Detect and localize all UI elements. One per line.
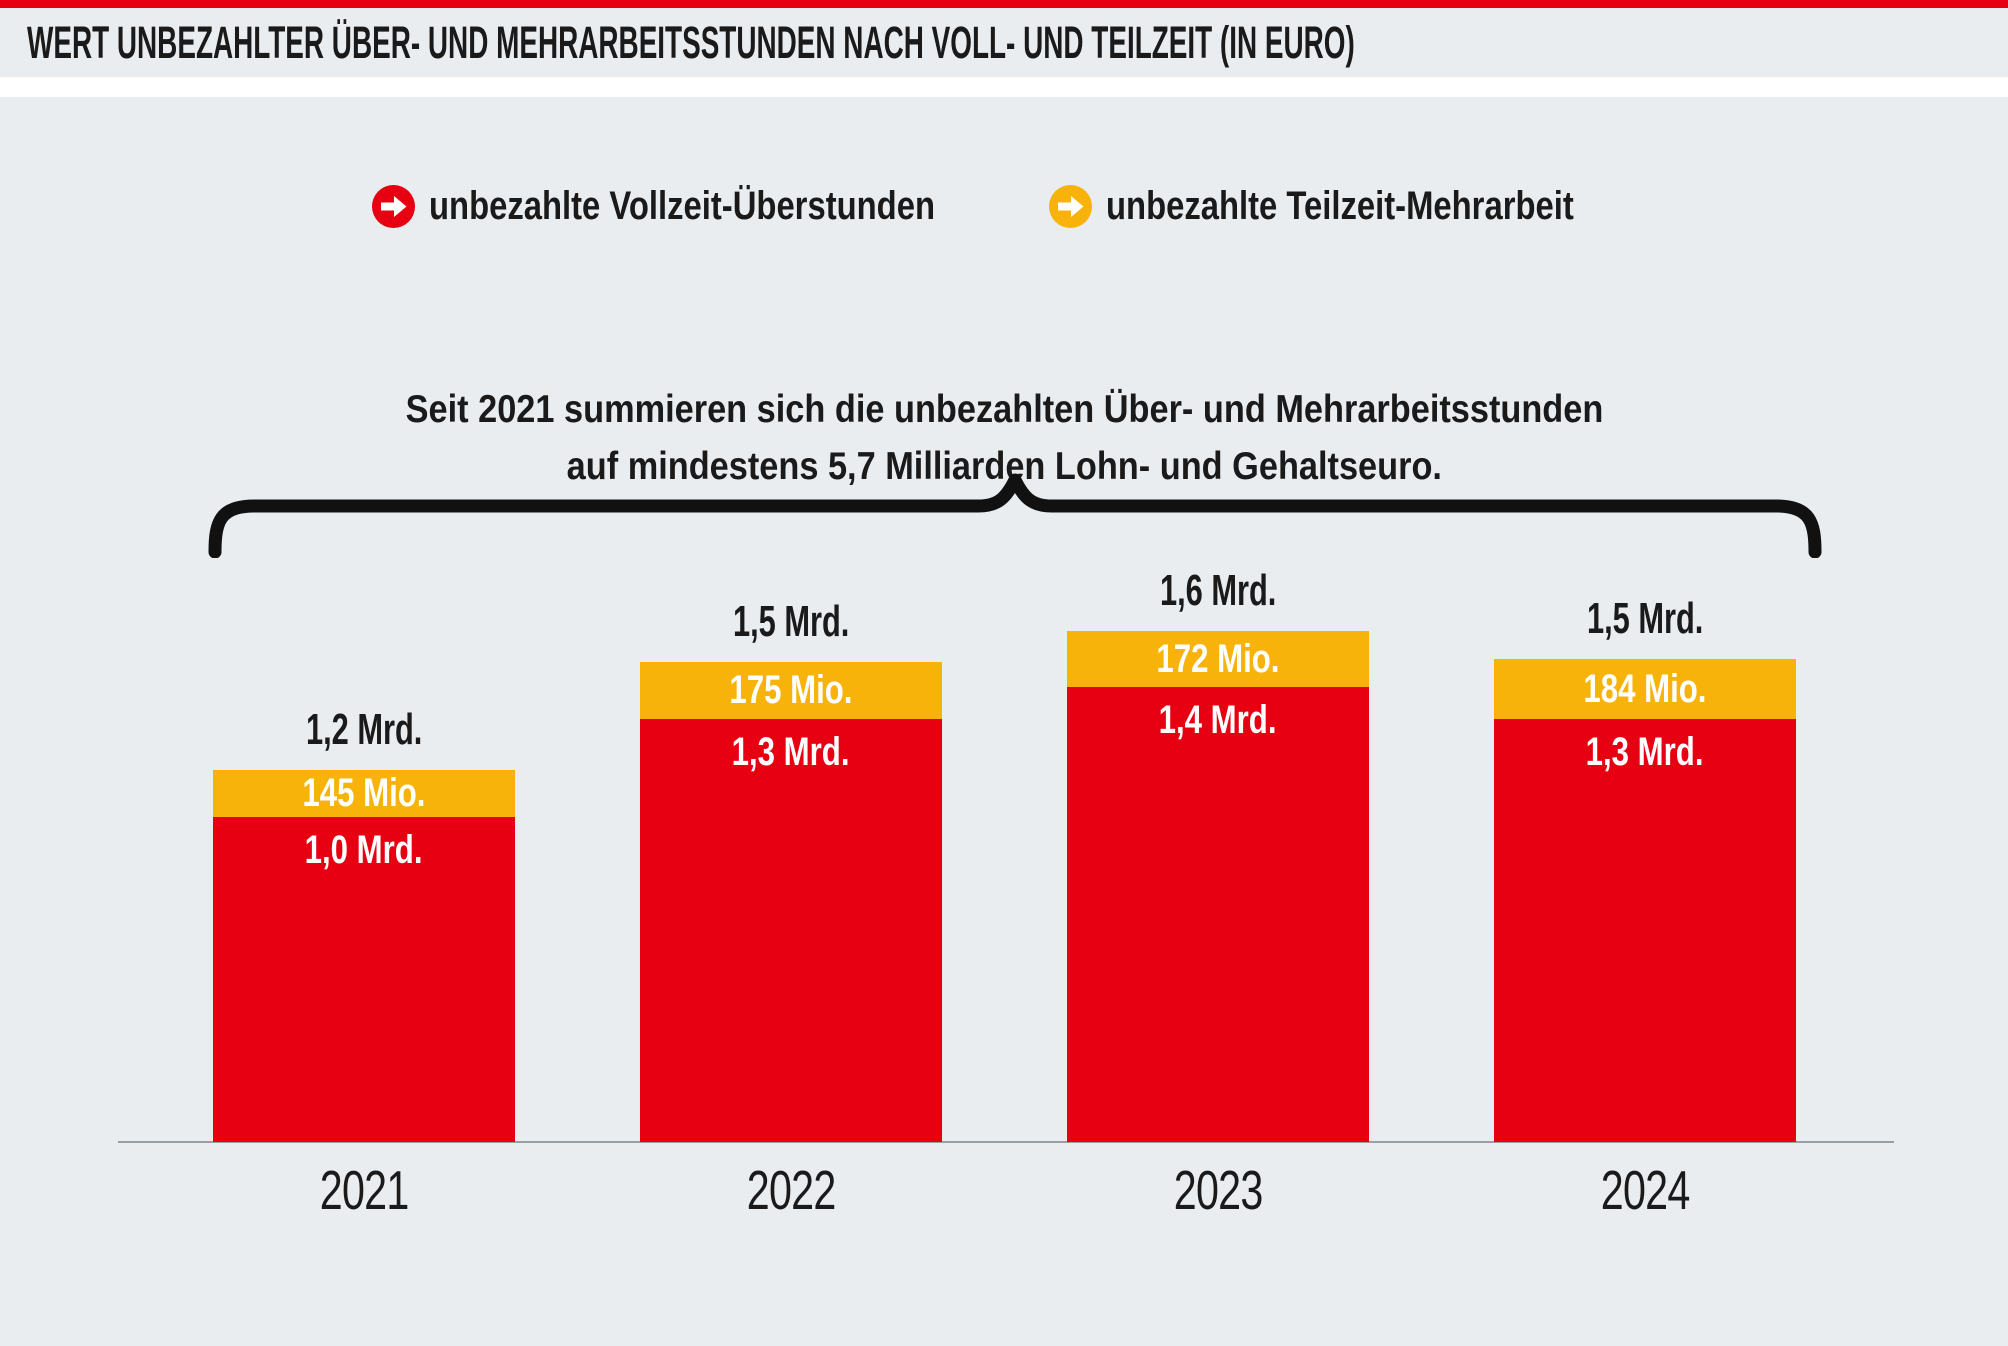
bar-segment-label: 175 Mio. — [729, 668, 853, 712]
arrow-right-circle-icon — [372, 184, 415, 228]
bar-segment-vollzeit: 1,3 Mrd. — [1494, 719, 1796, 1142]
annotation-line-2: auf mindestens 5,7 Milliarden Lohn- und … — [566, 445, 1442, 488]
bar-segment-label: 1,4 Mrd. — [1159, 698, 1277, 742]
x-axis-label: 2021 — [319, 1159, 410, 1221]
bar-segment-vollzeit: 1,4 Mrd. — [1067, 687, 1369, 1142]
bar-total-label: 1,6 Mrd. — [1159, 566, 1277, 615]
legend-label: unbezahlte Vollzeit-Überstunden — [429, 183, 936, 228]
bar-segment-label: 1,3 Mrd. — [1586, 730, 1704, 774]
page-title-text: WERT UNBEZAHLTER ÜBER- UND MEHRARBEITSST… — [27, 17, 1355, 68]
bar-segment-teilzeit: 172 Mio. — [1067, 631, 1369, 687]
x-axis-label: 2023 — [1173, 1159, 1264, 1221]
bar-segment-label: 172 Mio. — [1156, 636, 1280, 681]
top-red-rule — [0, 0, 2008, 8]
bar-segment-teilzeit: 145 Mio. — [213, 770, 515, 817]
bar-segment-vollzeit: 1,0 Mrd. — [213, 817, 515, 1142]
x-axis-label: 2024 — [1600, 1159, 1691, 1221]
bar-total-label: 1,5 Mrd. — [732, 597, 850, 646]
bar-segment-label: 184 Mio. — [1583, 666, 1707, 711]
bar-segment-teilzeit: 184 Mio. — [1494, 659, 1796, 719]
legend-item-teilzeit: unbezahlte Teilzeit-Mehrarbeit — [1049, 184, 1676, 228]
annotation: Seit 2021 summieren sich die unbezahlten… — [0, 381, 2008, 495]
bar-segment-vollzeit: 1,3 Mrd. — [640, 719, 942, 1142]
bar-segment-teilzeit: 175 Mio. — [640, 662, 942, 719]
legend-item-vollzeit: unbezahlte Vollzeit-Überstunden — [372, 184, 1046, 228]
page-title: WERT UNBEZAHLTER ÜBER- UND MEHRARBEITSST… — [27, 8, 2008, 77]
curly-brace-icon — [200, 466, 1830, 559]
arrow-right-circle-icon — [1049, 184, 1092, 228]
axis-baseline — [118, 1141, 1894, 1143]
bar-segment-label: 145 Mio. — [302, 771, 426, 815]
annotation-line-1: Seit 2021 summieren sich die unbezahlten… — [405, 388, 1603, 431]
legend-label: unbezahlte Teilzeit-Mehrarbeit — [1106, 183, 1574, 228]
x-axis-label: 2022 — [746, 1159, 837, 1221]
footer: AK Grafik; Quelle: Statistik Austria, Ar… — [27, 1262, 2008, 1346]
bar-segment-label: 1,3 Mrd. — [732, 730, 850, 774]
bar-total-label: 1,5 Mrd. — [1586, 594, 1704, 643]
bar-total-label: 1,2 Mrd. — [305, 705, 423, 754]
bar-segment-label: 1,0 Mrd. — [305, 828, 423, 872]
title-band: WERT UNBEZAHLTER ÜBER- UND MEHRARBEITSST… — [0, 8, 2008, 77]
